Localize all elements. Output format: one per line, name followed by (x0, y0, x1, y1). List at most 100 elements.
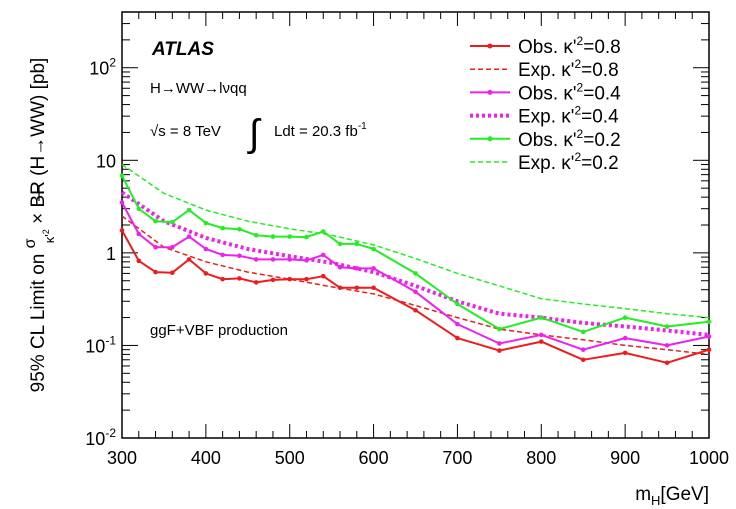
y-axis-title-frac-den: κ' (42, 234, 57, 243)
data-point (287, 234, 293, 239)
y-tick-exponent: -1 (105, 333, 116, 347)
data-point (580, 347, 586, 352)
x-tick-label: 500 (275, 448, 305, 468)
data-point (455, 335, 460, 341)
data-point (320, 252, 326, 258)
y-tick-label: 10 (96, 151, 116, 171)
legend-entry: Obs. κ'2=0.8 (470, 34, 621, 58)
data-point (371, 266, 376, 271)
y-tick-label: 10-2 (85, 426, 116, 449)
series-layer (119, 163, 712, 366)
lumi-text: Ldt = 20.3 fb (274, 123, 358, 140)
legend-entry: Obs. κ'2=0.4 (470, 80, 621, 104)
x-tick-label: 600 (359, 448, 389, 468)
data-point (237, 253, 242, 259)
legend-entry: Exp. κ'2=0.2 (470, 150, 619, 174)
data-point (413, 289, 418, 295)
legend-marker (487, 43, 493, 49)
legend-label: Obs. κ'2=0.4 (518, 80, 621, 104)
legend-label: Obs. κ'2=0.2 (518, 127, 621, 151)
legend-label: Exp. κ'2=0.2 (518, 150, 619, 174)
data-point (186, 207, 192, 213)
series-line (121, 163, 710, 319)
data-point (170, 270, 175, 276)
data-point (497, 348, 502, 353)
data-point (186, 234, 192, 239)
y-axis-title-suffix: × BR (H→WW) [pb] (28, 58, 49, 224)
data-point (186, 257, 192, 262)
data-point (320, 273, 326, 279)
data-point (253, 257, 259, 262)
series-2 (119, 200, 712, 352)
x-axis-title-unit: [GeV] (660, 484, 709, 505)
y-axis-title-frac-den-sup: 2 (41, 229, 51, 234)
legend-marker (487, 89, 493, 95)
data-point (136, 206, 142, 211)
data-point (270, 277, 276, 283)
data-point (153, 218, 158, 224)
y-tick-label: 1 (106, 244, 116, 264)
data-point (320, 229, 326, 234)
data-point (203, 220, 209, 226)
data-point (455, 301, 460, 307)
series-line (121, 229, 710, 364)
data-point (580, 329, 586, 335)
data-point (622, 315, 628, 320)
legend-label: Exp. κ'2=0.8 (518, 57, 619, 81)
y-tick-label: 102 (89, 56, 116, 79)
data-point (538, 332, 544, 338)
series-4 (119, 173, 712, 335)
data-point (287, 276, 293, 282)
y-tick-base: 10 (85, 429, 105, 449)
data-point (337, 241, 343, 247)
series-line (121, 202, 710, 351)
series-3 (120, 190, 710, 337)
data-point (497, 326, 502, 332)
data-point (304, 234, 309, 240)
data-point (270, 257, 276, 262)
data-point (237, 276, 242, 281)
x-tick-label: 900 (610, 448, 640, 468)
data-point (706, 319, 712, 325)
integral-symbol: ∫ (247, 113, 262, 155)
atlas-label: ATLAS (151, 39, 214, 60)
data-point (153, 269, 158, 275)
data-point (354, 241, 360, 247)
production-label: ggF+VBF production (150, 322, 288, 339)
data-point (413, 307, 418, 313)
series-line (121, 175, 710, 333)
channel-label: H→WW→lνqq (150, 80, 247, 97)
y-tick-exponent: -2 (105, 426, 116, 440)
legend-label: Obs. κ'2=0.8 (518, 34, 621, 58)
legend-marker (487, 136, 493, 142)
data-point (706, 334, 712, 339)
legend-entry: Obs. κ'2=0.2 (470, 127, 621, 151)
data-point (220, 252, 225, 258)
y-tick-base: 10 (85, 336, 105, 356)
data-point (371, 246, 376, 252)
data-point (580, 357, 586, 363)
data-point (119, 200, 125, 205)
data-point (220, 225, 225, 231)
y-axis-title-text: 95% CL Limit on σ κ'2 × BR (H→WW) [pb] (19, 58, 57, 393)
data-point (136, 258, 142, 264)
lumi-label: Ldt = 20.3 fb-1 (274, 121, 367, 140)
y-axis-title: 95% CL Limit on σ κ'2 × BR (H→WW) [pb] (19, 58, 57, 393)
legend-entry: Exp. κ'2=0.8 (470, 57, 619, 81)
data-point (413, 271, 418, 276)
x-tick-label: 300 (107, 448, 137, 468)
data-point (497, 341, 502, 346)
data-point (538, 315, 544, 320)
x-tick-label: 1000 (689, 448, 729, 468)
data-point (119, 228, 125, 233)
data-point (270, 234, 276, 239)
x-axis-title-main: m (635, 484, 651, 505)
data-point (253, 232, 259, 238)
data-point (136, 231, 142, 237)
data-point (304, 276, 309, 282)
data-point (664, 324, 670, 329)
x-tick-label: 800 (526, 448, 556, 468)
y-axis-title-prefix: 95% CL Limit on (28, 254, 49, 393)
